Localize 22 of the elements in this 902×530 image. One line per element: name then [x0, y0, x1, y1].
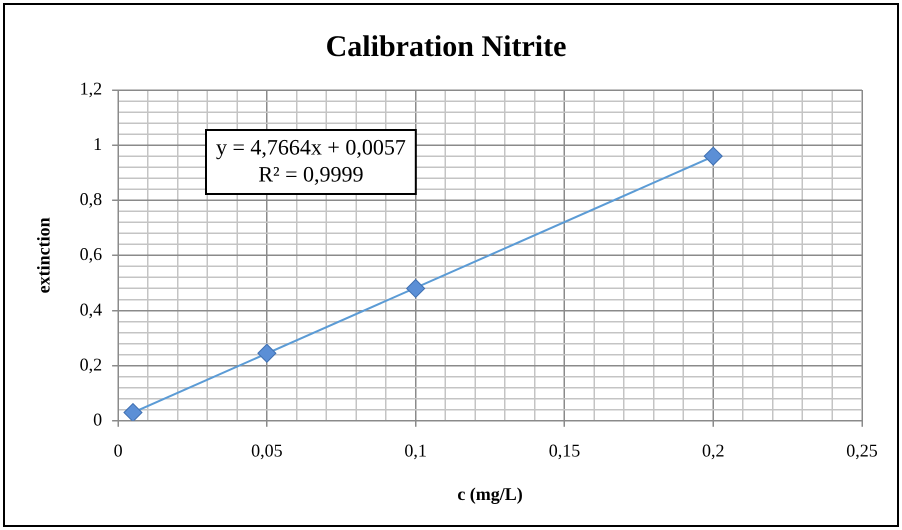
x-tick-label: 0 — [114, 440, 123, 460]
point — [257, 344, 276, 363]
x-tick-label: 0,2 — [702, 440, 724, 460]
x-tick-label: 0,15 — [548, 440, 580, 460]
point — [123, 403, 142, 421]
y-tick-label: 1 — [93, 134, 102, 154]
x-tick-label: 0,25 — [846, 440, 878, 460]
y-axis-title: extinction — [33, 217, 54, 294]
y-tick-label: 0,2 — [80, 354, 102, 374]
annotation: y = 4,7664x + 0,0057 — [216, 134, 406, 160]
point — [704, 146, 723, 166]
y-tick-label: 0,4 — [80, 299, 102, 320]
y-tick-label: 0,6 — [80, 244, 102, 264]
chart-title: Calibration Nitrite — [326, 30, 566, 63]
x-tick-label: 0,1 — [404, 440, 427, 460]
x-axis-title: c (mg/L) — [457, 484, 523, 504]
y-tick-label: 1,2 — [80, 78, 102, 99]
y-tick-label: 0 — [93, 410, 102, 430]
y-tick-label: 0,8 — [80, 189, 102, 209]
x-tick-label: 0,05 — [251, 440, 283, 460]
point — [406, 278, 426, 298]
annotation: R² = 0,9999 — [258, 161, 364, 186]
